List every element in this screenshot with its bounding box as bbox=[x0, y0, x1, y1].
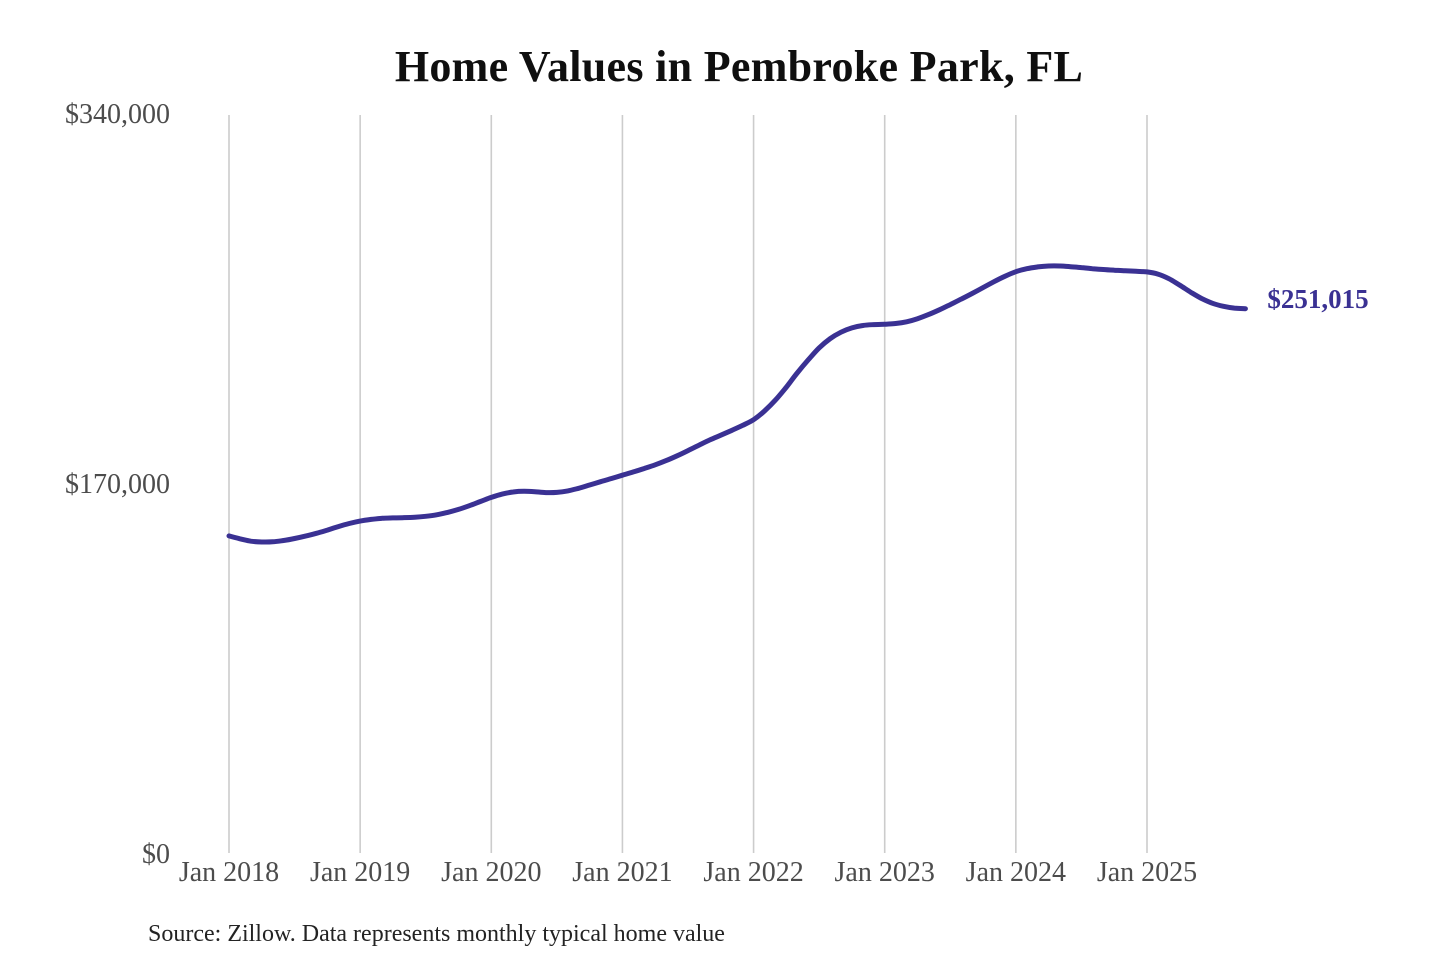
x-axis-tick-label: Jan 2021 bbox=[572, 857, 673, 888]
y-axis-tick-label: $340,000 bbox=[65, 99, 170, 130]
x-axis-tick-label: Jan 2023 bbox=[834, 857, 935, 888]
y-axis-tick-label: $0 bbox=[142, 839, 170, 870]
source-note: Source: Zillow. Data represents monthly … bbox=[148, 921, 725, 947]
x-axis-tick-label: Jan 2022 bbox=[703, 857, 804, 888]
x-axis-tick-label: Jan 2020 bbox=[441, 857, 542, 888]
x-axis-tick-label: Jan 2025 bbox=[1096, 857, 1198, 888]
current-value-label: $251,015 bbox=[1267, 283, 1369, 314]
x-axis-tick-label: Jan 2018 bbox=[178, 857, 280, 888]
x-axis-tick-label: Jan 2024 bbox=[965, 857, 1067, 888]
chart-title: Home Values in Pembroke Park, FL bbox=[394, 42, 1084, 91]
x-axis-tick-label: Jan 2019 bbox=[309, 857, 411, 888]
series-line bbox=[226, 263, 1248, 545]
y-axis-tick-label: $170,000 bbox=[65, 469, 170, 500]
